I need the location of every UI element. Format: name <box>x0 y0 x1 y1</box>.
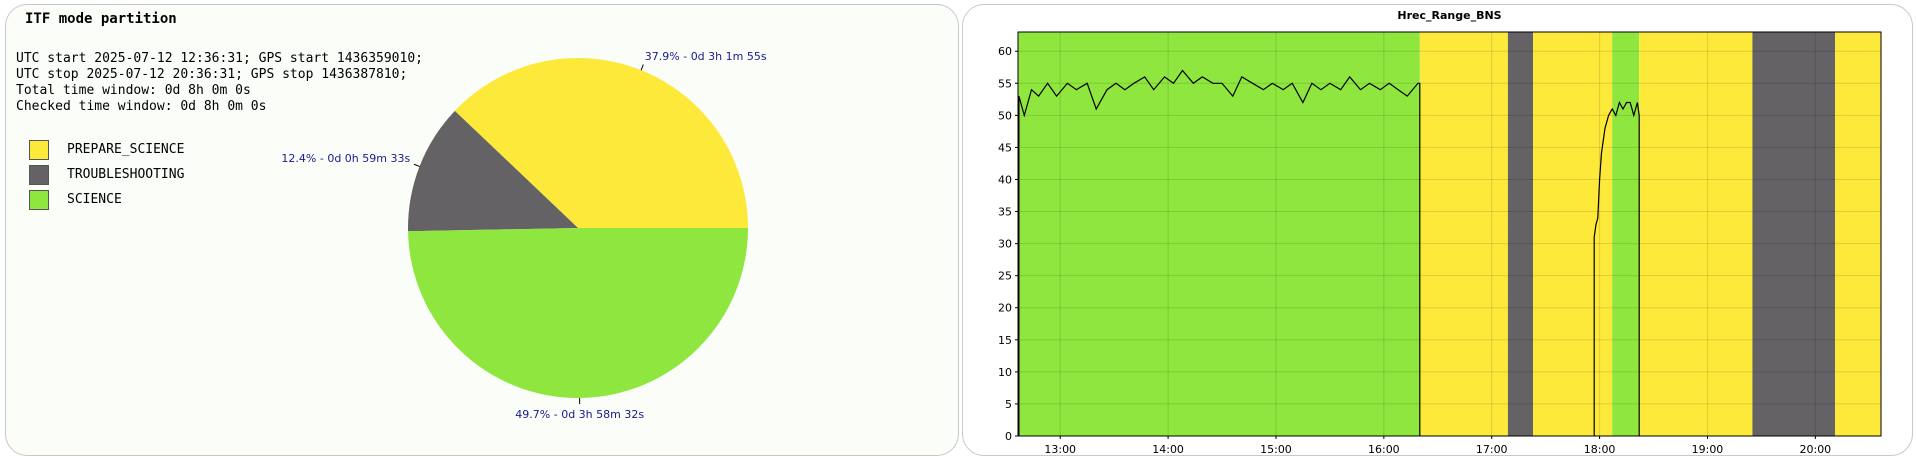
range-series-line <box>1593 100 1640 436</box>
pie-slice <box>407 110 578 232</box>
x-tick-label: 18:00 <box>1584 443 1616 455</box>
pie-label-tick <box>640 64 644 71</box>
pie-chart: 37.9% - 0d 3h 1m 55s 12.4% - 0d 0h 59m 33… <box>281 50 767 421</box>
panel-title: ITF mode partition <box>25 11 177 27</box>
pie-slice-label: 12.4% - 0d 0h 59m 33s <box>281 152 410 165</box>
y-tick-label: 60 <box>998 45 1012 58</box>
pie-slice <box>408 228 748 399</box>
total-time-window: Total time window: 0d 8h 0m 0s <box>16 83 251 98</box>
x-tick-label: 15:00 <box>1260 443 1292 455</box>
x-tick-label: 14:00 <box>1152 443 1184 455</box>
legend-label: PREPARE_SCIENCE <box>67 142 185 157</box>
pie-slice <box>454 58 748 229</box>
utc-start-line: UTC start 2025-07-12 12:36:31; GPS start… <box>16 51 423 66</box>
y-tick-label: 20 <box>998 302 1012 315</box>
y-tick-label: 5 <box>1005 398 1012 411</box>
legend-swatch <box>29 190 49 210</box>
mode-band <box>1419 32 1508 436</box>
range-line-chart: Hrec_Range_BNS 0 5 10 15 20 25 30 35 40 45 50 55 60 13… <box>998 9 1882 455</box>
range-timeseries-panel: Hrec_Range_BNS 0 5 10 15 20 25 30 35 40 45 50 55 60 13… <box>962 4 1913 456</box>
legend-label: SCIENCE <box>67 192 122 207</box>
y-tick-label: 25 <box>998 270 1012 283</box>
mode-band <box>1752 32 1836 436</box>
mode-band <box>1533 32 1613 436</box>
checked-time-window: Checked time window: 0d 8h 0m 0s <box>16 99 267 114</box>
y-tick-label: 45 <box>998 141 1012 154</box>
y-tick-label: 10 <box>998 366 1012 379</box>
legend-label: TROUBLESHOOTING <box>67 167 185 182</box>
x-tick-label: 13:00 <box>1044 443 1076 455</box>
legend-swatch <box>29 140 49 160</box>
mode-band <box>1835 32 1881 436</box>
y-tick-label: 15 <box>998 334 1012 347</box>
y-tick-label: 50 <box>998 109 1012 122</box>
legend-swatch <box>29 165 49 185</box>
mode-band <box>1639 32 1753 436</box>
x-tick-label: 20:00 <box>1799 443 1831 455</box>
mode-band <box>1018 32 1420 436</box>
pie-label-tick <box>413 163 420 167</box>
x-tick-label: 16:00 <box>1368 443 1400 455</box>
y-tick-label: 55 <box>998 77 1012 90</box>
pie-slice-label: 37.9% - 0d 3h 1m 55s <box>645 50 767 63</box>
y-tick-label: 40 <box>998 173 1012 186</box>
range-series-line <box>1018 69 1421 436</box>
mode-band <box>1507 32 1534 436</box>
mode-partition-panel: ITF mode partition UTC start 2025-07-12 … <box>5 4 959 456</box>
x-tick-label: 17:00 <box>1476 443 1508 455</box>
chart-title: Hrec_Range_BNS <box>1397 9 1501 22</box>
y-tick-label: 35 <box>998 206 1012 219</box>
mode-band <box>1612 32 1640 436</box>
y-tick-label: 0 <box>1005 430 1012 443</box>
plot-frame <box>1017 31 1882 437</box>
utc-stop-line: UTC stop 2025-07-12 20:36:31; GPS stop 1… <box>16 67 408 82</box>
pie-slice-label: 49.7% - 0d 3h 58m 32s <box>515 408 644 421</box>
x-tick-label: 19:00 <box>1692 443 1724 455</box>
y-tick-label: 30 <box>998 238 1012 251</box>
